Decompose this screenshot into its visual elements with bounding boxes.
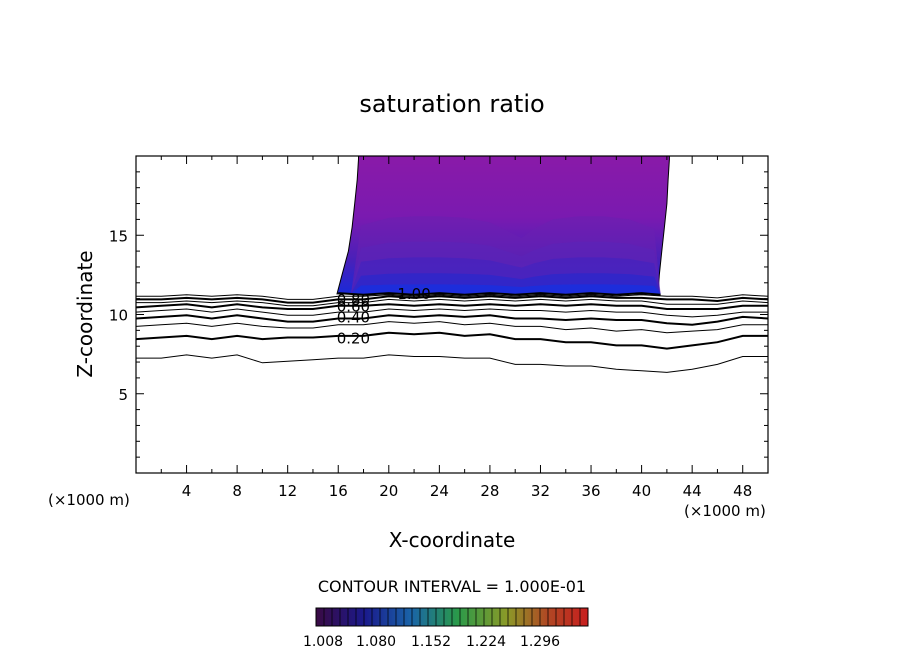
colorbar-label: 1.080 — [356, 634, 396, 650]
x-tick-label: 48 — [733, 482, 752, 500]
contour-line — [136, 354, 768, 373]
x-tick-label: 12 — [278, 482, 297, 500]
x-tick-label: 36 — [581, 482, 600, 500]
contour-line — [136, 331, 768, 350]
contour-label: 0.20 — [337, 329, 370, 347]
y-tick-label: 5 — [118, 386, 128, 404]
cloud-band — [350, 284, 661, 294]
colorbar-label: 1.008 — [303, 634, 343, 650]
contour-label: 0.80 — [337, 291, 370, 309]
colorbar-labels: 1.008 1.080 1.152 1.224 1.296 — [303, 634, 560, 650]
contour-label: 0.60 — [337, 298, 370, 316]
y-tick-label: 10 — [109, 307, 128, 325]
cloud-bands — [350, 216, 661, 294]
colorbar-ticks — [315, 608, 589, 626]
y-ticks: 5 10 15 — [109, 171, 768, 458]
x-tick-label: 28 — [480, 482, 499, 500]
x-unit-left: (×1000 m) — [48, 491, 130, 509]
plot-area — [136, 156, 768, 373]
contour-line — [338, 292, 661, 296]
colorbar-label: 1.152 — [411, 634, 451, 650]
contour-line — [136, 308, 768, 318]
contour-labels: 1.00 0.800.600.40 0.20 — [337, 285, 431, 347]
colorbar-label: 1.224 — [466, 634, 506, 650]
contour-line — [136, 314, 768, 326]
x-tick-label: 8 — [232, 482, 242, 500]
x-tick-label: 40 — [632, 482, 651, 500]
contour-line — [136, 294, 768, 300]
x-tick-label: 24 — [430, 482, 449, 500]
y-tick-label: 15 — [109, 227, 128, 245]
contour-line — [136, 321, 768, 334]
x-tick-label: 44 — [683, 482, 702, 500]
contour-interval: CONTOUR INTERVAL = 1.000E-01 — [318, 577, 586, 596]
contour-line — [136, 295, 768, 304]
x-ticks: 4 8 12 16 20 24 28 32 36 40 44 48 — [160, 156, 752, 500]
x-tick-label: 20 — [379, 482, 398, 500]
y-axis-label: Z-coordinate — [73, 250, 97, 377]
colorbar-label: 1.296 — [520, 634, 560, 650]
contour-label: 1.00 — [397, 285, 430, 303]
x-axis-label: X-coordinate — [389, 528, 516, 552]
x-tick-label: 4 — [182, 482, 192, 500]
x-tick-label: 16 — [329, 482, 348, 500]
chart-title: saturation ratio — [359, 90, 544, 118]
contour-label: 0.40 — [337, 309, 370, 327]
x-unit-right: (×1000 m) — [684, 502, 766, 520]
contour-lines — [136, 292, 768, 373]
contour-line — [136, 298, 768, 307]
x-tick-label: 32 — [531, 482, 550, 500]
contour-line — [136, 303, 768, 310]
